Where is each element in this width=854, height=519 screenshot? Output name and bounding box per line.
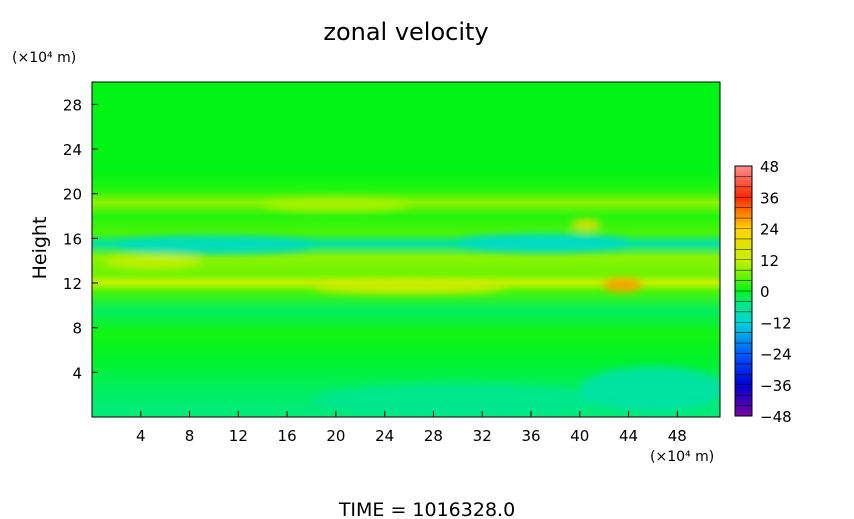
- x-tick-label: 12: [229, 427, 248, 445]
- y-tick-label: 20: [63, 186, 82, 204]
- x-tick-label: 32: [473, 427, 492, 445]
- y-axis-ticks: 4 8 12 16 20 24 28: [63, 96, 98, 382]
- colorbar: 48 36 24 12 0 −12 −24 −36 −48: [734, 158, 792, 426]
- y-tick-label: 16: [63, 230, 82, 248]
- x-tick-label: 16: [278, 427, 297, 445]
- y-axis-unit: (×10⁴ m): [12, 50, 76, 66]
- time-label: TIME = 1016328.0: [338, 499, 515, 519]
- y-tick-label: 28: [63, 96, 82, 114]
- colorbar-tick-label: −12: [760, 314, 792, 332]
- velocity-feature: [457, 233, 629, 252]
- colorbar-tick-label: 48: [760, 158, 779, 176]
- velocity-feature: [104, 255, 202, 269]
- colorbar-tick-label: 24: [760, 221, 779, 239]
- y-tick-label: 12: [63, 275, 82, 293]
- x-tick-label: 28: [424, 427, 443, 445]
- x-tick-label: 40: [570, 427, 589, 445]
- velocity-feature: [602, 278, 642, 292]
- y-tick-label: 8: [72, 320, 82, 338]
- x-tick-label: 8: [185, 427, 195, 445]
- colorbar-tick-label: −36: [760, 377, 792, 395]
- x-tick-label: 4: [136, 427, 146, 445]
- colorbar-tick-label: 12: [760, 252, 779, 270]
- x-tick-label: 20: [326, 427, 345, 445]
- x-tick-label: 44: [619, 427, 638, 445]
- x-axis-unit: (×10⁴ m): [650, 449, 714, 465]
- colorbar-tick-label: −24: [760, 346, 792, 364]
- chart-title: zonal velocity: [323, 18, 488, 46]
- colorbar-tick-label: 0: [760, 283, 770, 301]
- velocity-feature: [116, 236, 312, 254]
- x-tick-label: 24: [375, 427, 394, 445]
- velocity-feature: [311, 280, 507, 295]
- heatmap-plot: [91, 81, 721, 418]
- x-tick-label: 36: [521, 427, 540, 445]
- x-tick-label: 48: [668, 427, 687, 445]
- velocity-feature: [579, 366, 720, 412]
- y-tick-label: 4: [72, 364, 82, 382]
- plot-frame: [91, 81, 721, 418]
- y-tick-label: 24: [63, 141, 82, 159]
- velocity-feature: [311, 383, 605, 417]
- x-axis-ticks: 4 8 12 16 20 24 28 32 36 40 44 48: [136, 411, 687, 445]
- y-axis-label: Height: [29, 217, 51, 280]
- velocity-feature: [571, 219, 601, 231]
- colorbar-tick-label: −48: [760, 408, 792, 426]
- colorbar-tick-label: 36: [760, 189, 779, 207]
- velocity-feature: [262, 198, 410, 212]
